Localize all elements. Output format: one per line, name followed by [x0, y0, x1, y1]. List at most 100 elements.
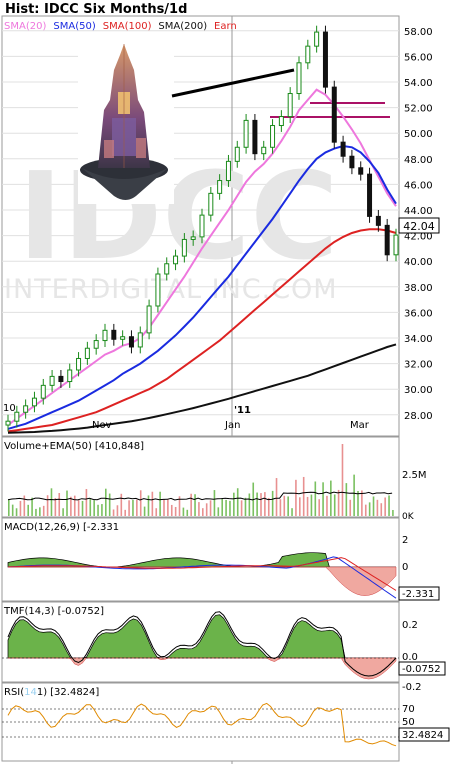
volume-bar: [132, 499, 134, 516]
tmf-tick-00: 0.0: [402, 652, 418, 663]
volume-bar: [236, 488, 239, 516]
candle-body: [5, 420, 11, 426]
sma-line: [7, 228, 397, 433]
volume-bar: [62, 508, 64, 516]
volume-bar: [260, 493, 262, 516]
volume-bar: [291, 508, 293, 516]
price-tick-label: 56.00: [404, 52, 433, 63]
volume-bar: [159, 491, 161, 516]
volume-bar: [139, 490, 142, 516]
chart-legend: SMA(20) SMA(50) SMA(100) SMA(200) Earn: [4, 21, 237, 32]
volume-bar: [66, 490, 68, 516]
price-tick-label: 34.00: [404, 334, 433, 345]
volume-bar: [170, 504, 173, 516]
volume-bar: [50, 488, 53, 516]
volume-bar: [322, 482, 324, 516]
tmf-line: [7, 611, 397, 677]
candle-body: [384, 224, 390, 256]
price-tick-label: 44.00: [404, 206, 433, 217]
volume-bar: [287, 496, 289, 516]
volume-bar: [85, 488, 88, 516]
legend-item: SMA(100): [103, 21, 152, 32]
sma-line: [7, 144, 397, 430]
volume-bar: [326, 495, 328, 516]
volume-bar: [318, 499, 320, 516]
price-tick-label: 50.00: [404, 129, 433, 140]
candle-body: [67, 369, 73, 383]
volume-bar: [39, 507, 41, 516]
candle-body: [322, 31, 328, 88]
volume-bar: [46, 495, 49, 516]
candle-body: [349, 155, 355, 169]
legend-item: Earn: [214, 21, 237, 32]
volume-bar: [349, 499, 352, 516]
date-label-year: '11: [234, 405, 251, 416]
tmf-last-value: -0.0752: [402, 664, 441, 675]
candle-body: [340, 141, 346, 157]
volume-bar: [97, 504, 99, 516]
price-candles: [5, 25, 399, 432]
volume-bar: [143, 506, 146, 516]
price-tick-label: 30.00: [404, 385, 433, 396]
candle-body: [331, 86, 337, 143]
volume-bar: [15, 508, 18, 516]
candle-body: [367, 173, 373, 217]
floating-castle-image: [78, 40, 174, 204]
candle-body: [375, 215, 381, 226]
candle-body: [40, 384, 46, 399]
candle-body: [93, 340, 99, 349]
volume-bar: [330, 480, 332, 516]
volume-bar: [105, 488, 107, 516]
tmf-tick-neg02: -0.2: [402, 682, 422, 693]
volume-bar: [81, 500, 84, 516]
legend-item: SMA(200): [158, 21, 207, 32]
tmf-title: TMF(14,3) [-0.0752]: [3, 606, 104, 617]
rsi-panel: [1, 682, 400, 762]
date-edge-label: 10: [3, 403, 16, 414]
volume-bar: [372, 496, 375, 516]
price-axis: 58.00 56.00 54.00 52.00 50.00 48.00 46.00 44.00…: [404, 27, 433, 422]
candle-body: [190, 236, 196, 240]
date-label-mar: Mar: [350, 420, 370, 431]
volume-bar: [42, 505, 45, 516]
volume-bars: [8, 444, 394, 516]
volume-bar: [58, 492, 61, 516]
volume-bar: [101, 504, 103, 516]
macd-tick-0: 0: [402, 562, 408, 573]
volume-edge-tick: 0K: [402, 512, 415, 522]
price-tick-label: 58.00: [404, 27, 433, 38]
candle-body: [137, 332, 143, 348]
volume-bar: [11, 504, 14, 516]
volume-panel: [1, 436, 400, 518]
volume-bar: [380, 503, 383, 516]
trend-line: [171, 68, 295, 98]
candle-body: [49, 375, 55, 386]
volume-bar: [221, 499, 223, 516]
rsi-last-box: [398, 727, 450, 742]
macd-tick-2: 2: [402, 535, 408, 546]
volume-tick: 2.5M: [402, 470, 427, 481]
last-price-value: 42.04: [403, 220, 435, 233]
candle-body: [234, 146, 240, 162]
volume-bar: [19, 500, 22, 516]
candle-body: [14, 411, 20, 422]
candle-body: [111, 329, 117, 340]
legend-item: SMA(20): [4, 21, 46, 32]
volume-bar: [178, 496, 181, 516]
volume-bar: [167, 499, 169, 516]
last-price-box: [398, 217, 440, 234]
volume-bar: [116, 505, 119, 516]
volume-bar: [70, 496, 72, 516]
volume-bar: [108, 493, 111, 516]
volume-bar: [271, 490, 274, 516]
volume-bar: [89, 499, 92, 516]
candle-body: [314, 31, 320, 47]
candle-body: [261, 146, 267, 155]
volume-bar: [341, 444, 344, 516]
volume-bar: [198, 502, 200, 516]
rsi-tick-50: 50: [402, 717, 415, 728]
volume-bar: [267, 497, 270, 516]
candle-body: [217, 180, 223, 194]
macd-last-value: -2.331: [402, 589, 434, 600]
